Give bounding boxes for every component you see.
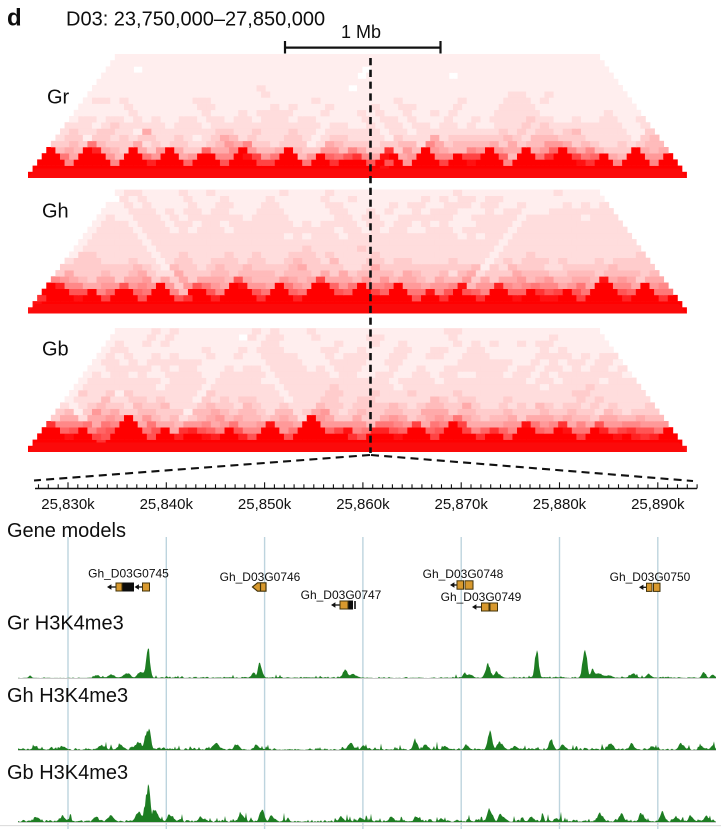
svg-text:Gh H3K4me3: Gh H3K4me3 — [7, 685, 128, 707]
svg-text:Gh_D03G0748: Gh_D03G0748 — [423, 567, 504, 581]
svg-text:Gh_D03G0745: Gh_D03G0745 — [88, 567, 169, 581]
svg-text:Gr H3K4me3: Gr H3K4me3 — [7, 613, 124, 635]
svg-text:25,870k: 25,870k — [435, 496, 489, 513]
svg-text:d: d — [7, 4, 22, 31]
svg-text:Gb: Gb — [42, 339, 69, 361]
svg-text:Gene models: Gene models — [7, 520, 126, 542]
svg-text:Gh: Gh — [42, 201, 69, 223]
svg-text:25,850k: 25,850k — [238, 496, 292, 513]
svg-text:Gh_D03G0750: Gh_D03G0750 — [610, 570, 691, 584]
svg-text:D03: 23,750,000–27,850,000: D03: 23,750,000–27,850,000 — [66, 9, 325, 31]
svg-text:Gh_D03G0747: Gh_D03G0747 — [301, 588, 382, 602]
svg-text:25,890k: 25,890k — [631, 496, 685, 513]
svg-text:Gh_D03G0749: Gh_D03G0749 — [441, 590, 522, 604]
svg-text:25,880k: 25,880k — [533, 496, 587, 513]
svg-text:25,840k: 25,840k — [140, 496, 194, 513]
svg-text:Gh_D03G0746: Gh_D03G0746 — [220, 570, 301, 584]
svg-text:25,860k: 25,860k — [336, 496, 390, 513]
svg-text:Gr: Gr — [47, 87, 70, 109]
svg-text:25,830k: 25,830k — [41, 496, 95, 513]
svg-text:Gb H3K4me3: Gb H3K4me3 — [7, 762, 128, 784]
svg-text:1 Mb: 1 Mb — [341, 22, 381, 42]
